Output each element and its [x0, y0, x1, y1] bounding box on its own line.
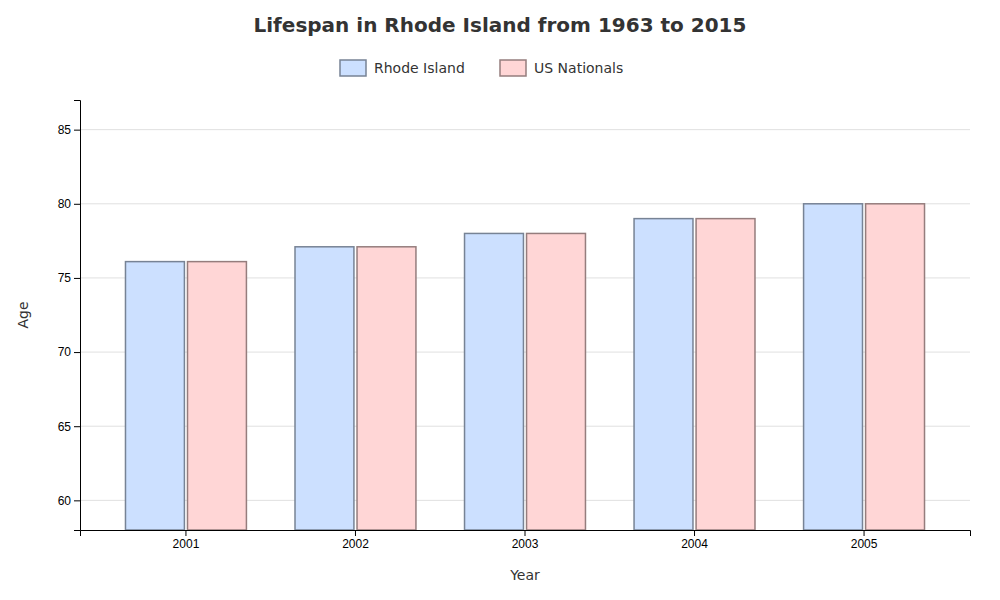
tick: 2002 — [342, 530, 369, 551]
legend-item: Rhode Island — [340, 60, 465, 76]
bar — [357, 247, 416, 530]
legend-item: US Nationals — [500, 60, 623, 76]
tick: 2001 — [173, 530, 200, 551]
x-axis: 2001 2002 2003 2004 2005 — [81, 530, 971, 551]
tick-mark — [74, 204, 80, 205]
tick-label: 75 — [58, 271, 72, 285]
tick-mark — [694, 530, 695, 536]
bar — [295, 247, 354, 530]
legend-swatch — [500, 60, 526, 76]
legend-label: Rhode Island — [374, 60, 465, 76]
tick-mark — [74, 426, 80, 427]
tick-label: 2002 — [342, 537, 369, 551]
tick-mark — [74, 500, 80, 501]
bars — [125, 204, 924, 530]
legend: Rhode Island US Nationals — [340, 60, 623, 76]
tick-mark — [74, 352, 80, 353]
bar — [634, 219, 693, 530]
tick-mark — [355, 530, 356, 536]
plot: 2001 2002 2003 2004 2005 60 65 70 75 80 85 — [58, 101, 971, 551]
tick-mark — [185, 530, 186, 536]
tick: 65 — [58, 420, 80, 434]
tick-label: 60 — [58, 494, 72, 508]
chart: 2001 2002 2003 2004 2005 60 65 70 75 80 85 Lifespan… — [0, 0, 1000, 600]
tick-mark — [525, 530, 526, 536]
tick: 80 — [58, 197, 80, 211]
tick-mark — [74, 278, 80, 279]
tick-label: 70 — [58, 345, 72, 359]
bar — [696, 219, 755, 530]
title: Lifespan in Rhode Island from 1963 to 20… — [254, 13, 747, 37]
y-axis: 60 65 70 75 80 85 — [58, 101, 81, 531]
tick-mark — [74, 130, 80, 131]
bar — [866, 204, 925, 530]
bar — [465, 233, 524, 530]
tick: 75 — [58, 271, 80, 285]
tick: 2005 — [851, 530, 878, 551]
tick: 2004 — [681, 530, 708, 551]
tick-label: 2005 — [851, 537, 878, 551]
tick-mark — [864, 530, 865, 536]
tick-label: 2001 — [173, 537, 200, 551]
bar — [188, 262, 247, 530]
tick: 60 — [58, 494, 80, 508]
grid-line — [80, 129, 970, 130]
tick-label: 65 — [58, 420, 72, 434]
bar — [527, 233, 586, 530]
tick-label: 80 — [58, 197, 72, 211]
axis-line — [81, 531, 971, 537]
series — [125, 204, 862, 530]
series — [188, 204, 925, 530]
tick: 2003 — [512, 530, 539, 551]
tick: 70 — [58, 345, 80, 359]
bar — [804, 204, 863, 530]
tick-label: 85 — [58, 123, 72, 137]
tick-label: 2003 — [512, 537, 539, 551]
tick-label: 2004 — [681, 537, 708, 551]
bar — [125, 262, 184, 530]
axis-line — [74, 101, 81, 531]
legend-swatch — [340, 60, 366, 76]
x-axis-title: Year — [509, 567, 540, 583]
legend-label: US Nationals — [534, 60, 623, 76]
tick: 85 — [58, 123, 80, 137]
y-axis-title: Age — [15, 301, 31, 328]
